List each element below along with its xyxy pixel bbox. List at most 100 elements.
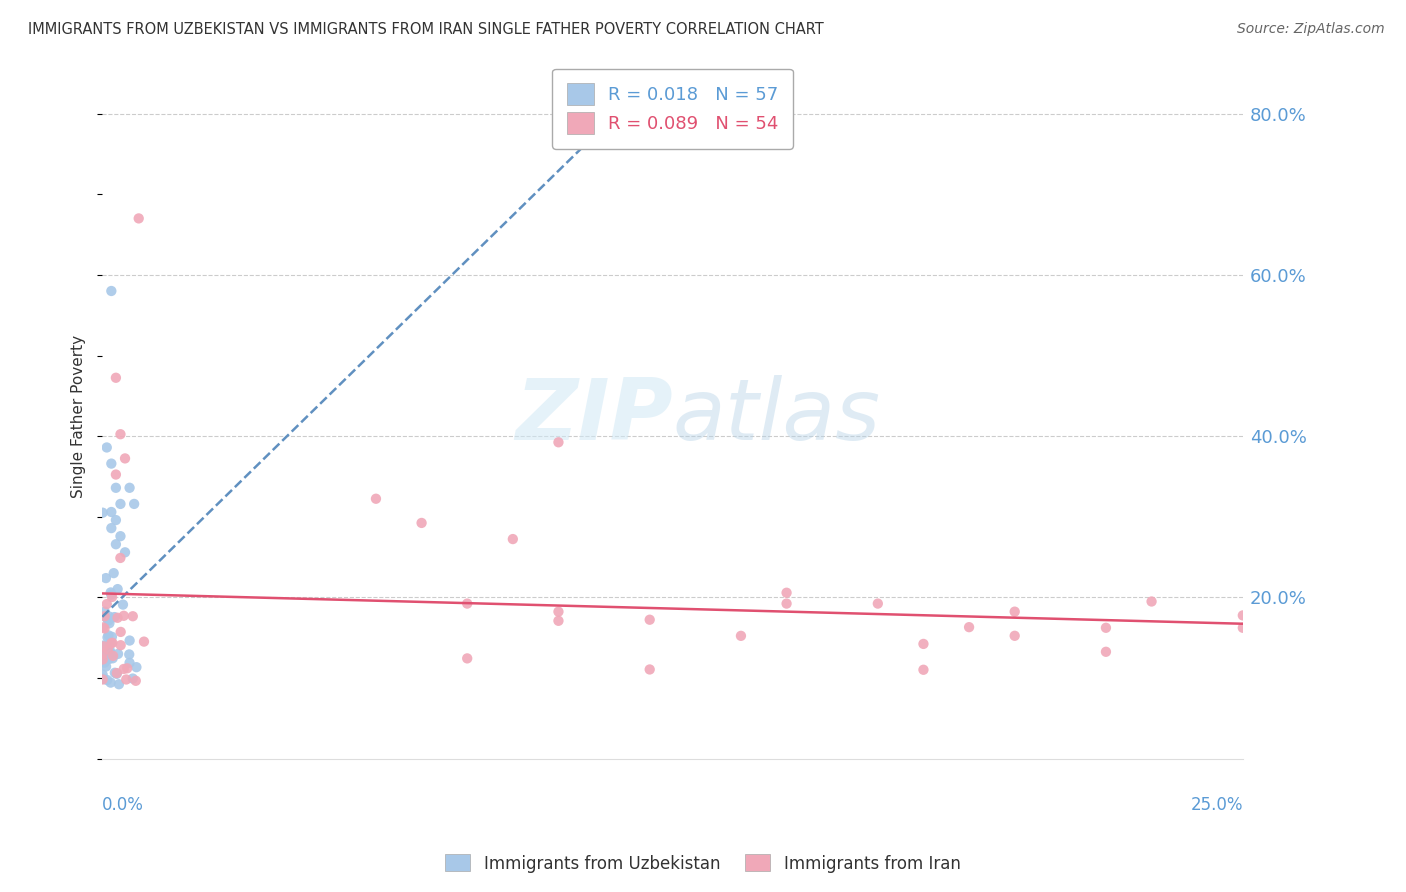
Text: atlas: atlas	[672, 375, 880, 458]
Point	[104, 370, 127, 384]
Point	[1232, 621, 1254, 635]
Point	[91, 639, 114, 653]
Text: IMMIGRANTS FROM UZBEKISTAN VS IMMIGRANTS FROM IRAN SINGLE FATHER POVERTY CORRELA: IMMIGRANTS FROM UZBEKISTAN VS IMMIGRANTS…	[28, 22, 824, 37]
Point	[97, 646, 120, 660]
Point	[101, 636, 124, 650]
Point	[100, 588, 122, 602]
Legend: R = 0.018   N = 57, R = 0.089   N = 54: R = 0.018 N = 57, R = 0.089 N = 54	[553, 69, 793, 149]
Point	[912, 663, 935, 677]
Point	[110, 497, 132, 511]
Point	[94, 647, 117, 661]
Y-axis label: Single Father Poverty: Single Father Poverty	[72, 334, 86, 498]
Point	[97, 628, 120, 642]
Point	[957, 620, 980, 634]
Point	[547, 435, 569, 450]
Point	[121, 672, 143, 686]
Point	[105, 666, 128, 681]
Legend: Immigrants from Uzbekistan, Immigrants from Iran: Immigrants from Uzbekistan, Immigrants f…	[439, 847, 967, 880]
Point	[110, 551, 132, 566]
Point	[96, 673, 118, 687]
Point	[104, 665, 127, 680]
Point	[121, 609, 143, 624]
Point	[866, 597, 889, 611]
Point	[110, 427, 132, 442]
Point	[104, 481, 127, 495]
Point	[104, 513, 127, 527]
Point	[125, 660, 148, 674]
Point	[98, 652, 121, 666]
Point	[91, 652, 114, 666]
Point	[502, 532, 524, 546]
Point	[108, 677, 131, 691]
Point	[456, 651, 478, 665]
Point	[118, 633, 141, 648]
Text: ZIP: ZIP	[515, 375, 672, 458]
Point	[100, 636, 122, 650]
Point	[93, 656, 115, 670]
Point	[98, 648, 121, 663]
Point	[93, 609, 115, 624]
Point	[114, 451, 136, 466]
Point	[638, 663, 661, 677]
Point	[107, 611, 129, 625]
Point	[94, 659, 117, 673]
Point	[91, 506, 114, 520]
Point	[114, 545, 136, 559]
Point	[100, 284, 122, 298]
Point	[98, 644, 121, 658]
Point	[91, 673, 114, 687]
Point	[101, 651, 124, 665]
Point	[98, 643, 121, 657]
Point	[96, 597, 118, 611]
Point	[411, 516, 433, 530]
Point	[96, 641, 118, 656]
Point	[100, 521, 122, 535]
Point	[115, 673, 138, 687]
Point	[96, 645, 118, 659]
Point	[94, 644, 117, 658]
Point	[775, 597, 797, 611]
Point	[118, 656, 141, 670]
Point	[1004, 605, 1026, 619]
Point	[98, 609, 121, 624]
Point	[125, 673, 148, 688]
Point	[91, 620, 114, 634]
Point	[547, 605, 569, 619]
Point	[112, 662, 135, 676]
Point	[101, 590, 124, 604]
Point	[107, 647, 129, 661]
Point	[105, 666, 128, 681]
Point	[1232, 608, 1254, 623]
Point	[364, 491, 387, 506]
Point	[96, 441, 118, 455]
Text: Source: ZipAtlas.com: Source: ZipAtlas.com	[1237, 22, 1385, 37]
Point	[93, 640, 115, 654]
Point	[91, 672, 114, 686]
Point	[100, 675, 122, 690]
Point	[107, 582, 129, 596]
Point	[94, 605, 117, 619]
Point	[96, 612, 118, 626]
Point	[1095, 621, 1118, 635]
Point	[100, 457, 122, 471]
Text: 25.0%: 25.0%	[1191, 797, 1243, 814]
Point	[104, 537, 127, 551]
Point	[97, 642, 120, 657]
Point	[1004, 629, 1026, 643]
Point	[132, 634, 155, 648]
Point	[111, 598, 134, 612]
Text: 0.0%: 0.0%	[103, 797, 143, 814]
Point	[638, 613, 661, 627]
Point	[91, 648, 114, 662]
Point	[97, 638, 120, 652]
Point	[97, 614, 120, 628]
Point	[94, 571, 117, 585]
Point	[98, 616, 121, 631]
Point	[775, 586, 797, 600]
Point	[110, 624, 132, 639]
Point	[118, 481, 141, 495]
Point	[1095, 645, 1118, 659]
Point	[110, 529, 132, 543]
Point	[730, 629, 752, 643]
Point	[456, 597, 478, 611]
